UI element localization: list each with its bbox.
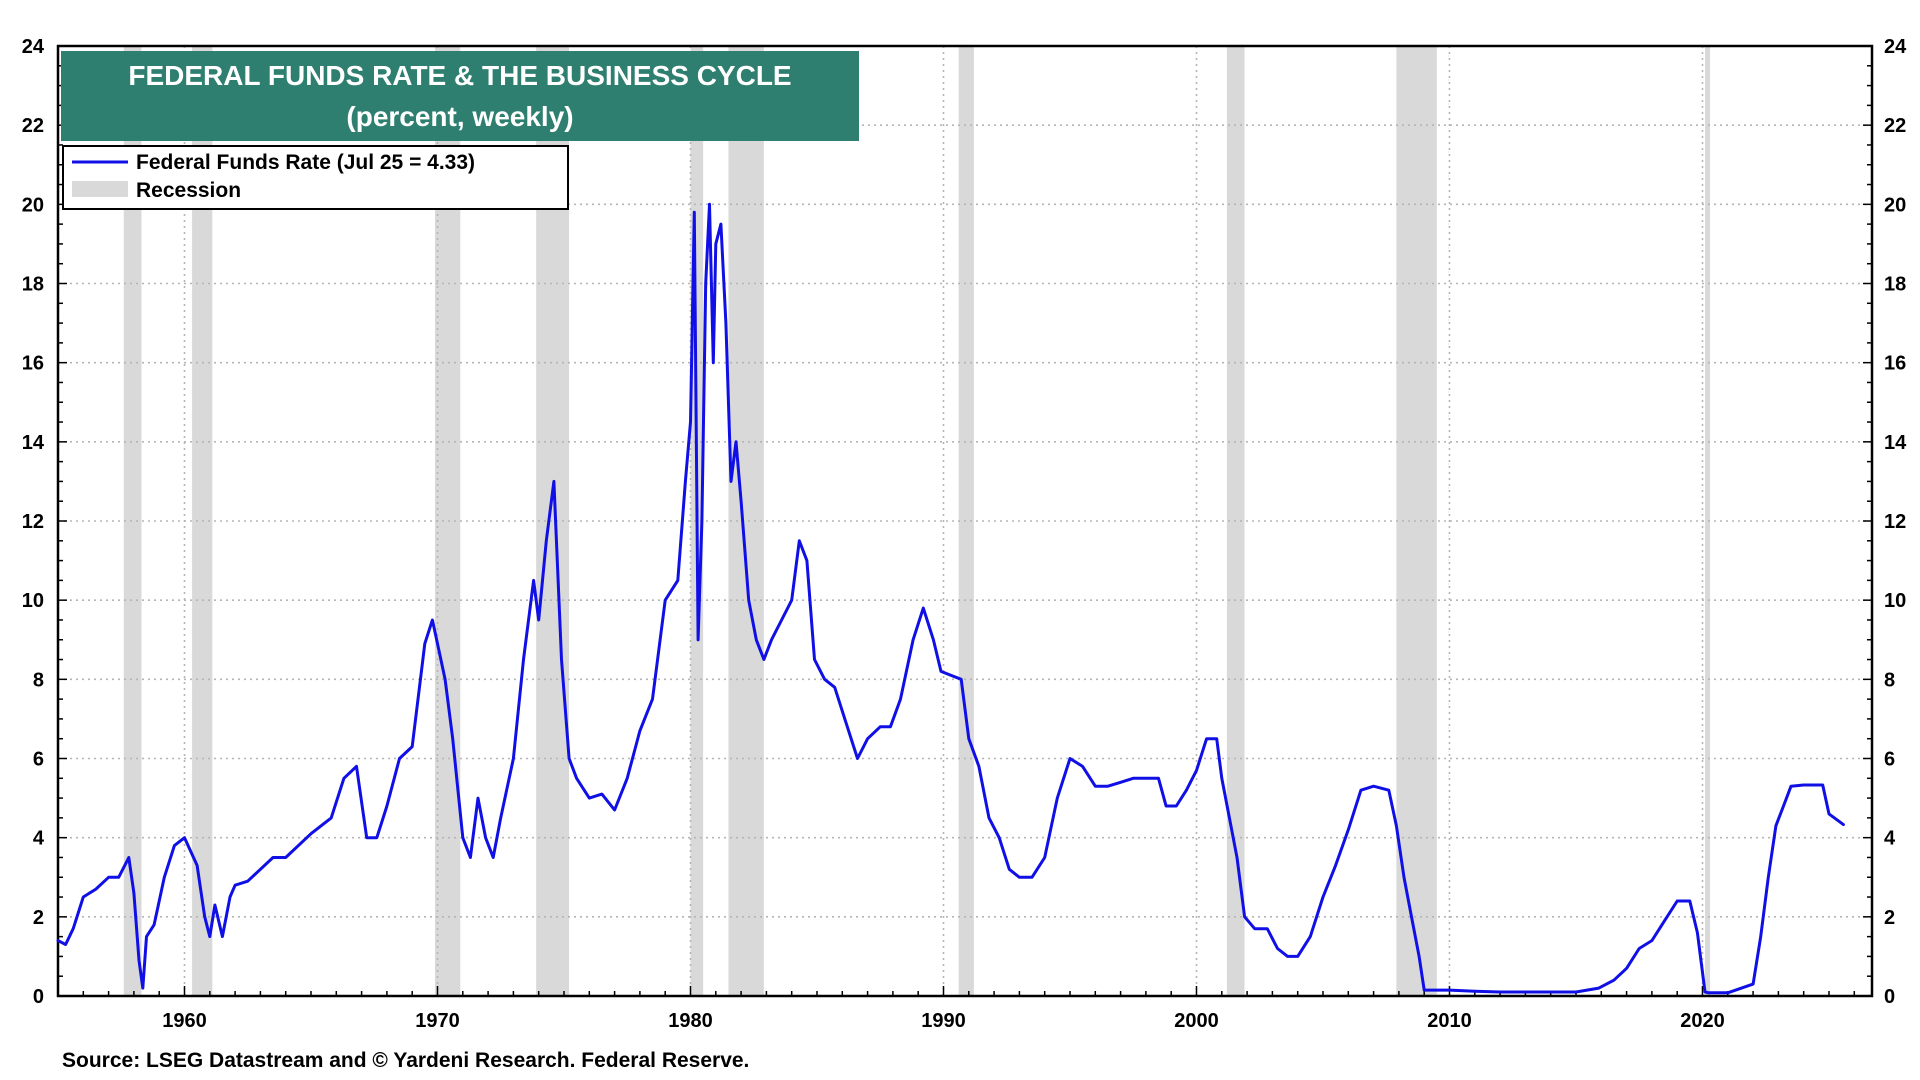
legend: Federal Funds Rate (Jul 25 = 4.33) Reces…	[62, 145, 569, 210]
legend-box	[62, 145, 569, 210]
y-tick-label-right: 8	[1884, 669, 1895, 691]
recession-band-6	[728, 46, 764, 996]
y-tick-label-left: 14	[22, 432, 45, 454]
title-box: FEDERAL FUNDS RATE & THE BUSINESS CYCLE …	[61, 51, 859, 141]
y-tick-label-right: 16	[1884, 353, 1906, 375]
x-tick-label: 1970	[415, 1010, 460, 1032]
grid-lines	[58, 46, 1872, 996]
source-note: Source: LSEG Datastream and © Yardeni Re…	[62, 1049, 749, 1072]
y-tick-label-right: 20	[1884, 194, 1906, 216]
legend-swatch-recession	[72, 181, 128, 197]
y-tick-label-left: 12	[22, 511, 44, 533]
y-tick-label-left: 6	[33, 749, 44, 771]
x-tick-label: 1960	[162, 1010, 207, 1032]
y-tick-label-right: 14	[1884, 432, 1907, 454]
y-tick-label-right: 2	[1884, 907, 1895, 929]
x-tick-label: 1980	[668, 1010, 713, 1032]
y-tick-label-right: 0	[1884, 986, 1895, 1008]
x-tick-label: 2020	[1680, 1010, 1725, 1032]
series-line-federal-funds-rate	[56, 202, 1845, 995]
y-tick-label-right: 18	[1884, 274, 1906, 296]
y-tick-label-right: 24	[1884, 36, 1907, 58]
y-tick-label-right: 6	[1884, 749, 1895, 771]
y-tick-label-left: 24	[22, 36, 45, 58]
title-background	[61, 51, 859, 141]
y-tick-label-left: 0	[33, 986, 44, 1008]
chart-subtitle: (percent, weekly)	[346, 101, 573, 132]
y-tick-label-right: 12	[1884, 511, 1906, 533]
series-layer	[56, 202, 1845, 995]
y-tick-label-left: 18	[22, 274, 44, 296]
chart-title: FEDERAL FUNDS RATE & THE BUSINESS CYCLE	[128, 60, 791, 91]
legend-label-funds-rate: Federal Funds Rate (Jul 25 = 4.33)	[136, 151, 475, 174]
y-tick-label-right: 4	[1884, 828, 1896, 850]
x-tick-label: 1990	[921, 1010, 966, 1032]
y-tick-label-left: 22	[22, 115, 44, 137]
recession-band-10	[1705, 46, 1711, 996]
y-tick-label-left: 8	[33, 669, 44, 691]
x-tick-label: 2010	[1427, 1010, 1472, 1032]
y-tick-label-left: 20	[22, 194, 44, 216]
x-tick-label: 2000	[1174, 1010, 1219, 1032]
y-tick-label-left: 16	[22, 353, 44, 375]
y-tick-label-left: 2	[33, 907, 44, 929]
legend-label-recession: Recession	[136, 179, 241, 202]
y-tick-label-left: 10	[22, 590, 44, 612]
y-tick-label-left: 4	[33, 828, 45, 850]
y-tick-label-right: 22	[1884, 115, 1906, 137]
y-tick-label-right: 10	[1884, 590, 1906, 612]
